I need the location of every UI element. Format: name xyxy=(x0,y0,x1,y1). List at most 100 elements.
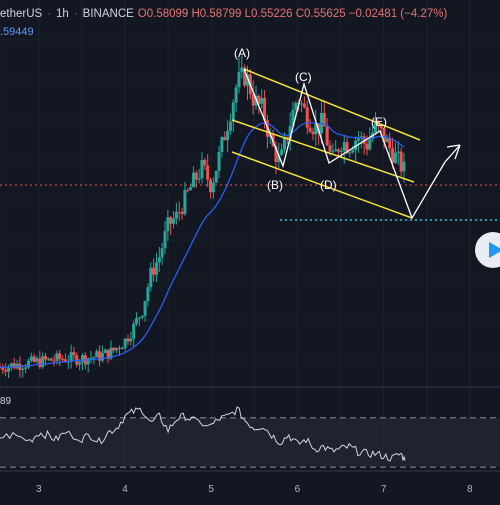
candle-down xyxy=(251,94,255,106)
candle-down xyxy=(126,338,130,342)
candle-up xyxy=(402,161,406,172)
candle-down xyxy=(180,212,184,215)
channel-lower-line xyxy=(231,151,413,219)
candle-down xyxy=(98,351,102,361)
candle-up xyxy=(140,315,144,318)
x-axis-label: 5 xyxy=(208,484,214,495)
wave-path xyxy=(243,68,446,220)
candle-up xyxy=(78,362,82,365)
candle-up xyxy=(246,74,249,86)
symbol-header[interactable]: etherUS · 1h · BINANCE O0.58099 H0.58799… xyxy=(0,6,447,22)
candle-up xyxy=(334,149,338,152)
x-axis-label: 7 xyxy=(381,484,387,495)
candle-down xyxy=(63,359,67,362)
candle-up xyxy=(291,109,295,127)
candle-up xyxy=(240,67,244,72)
candle-down xyxy=(32,356,36,362)
candle-down xyxy=(44,356,48,360)
candle-up xyxy=(21,368,25,370)
candle-up xyxy=(129,338,133,342)
x-axis-label: 8 xyxy=(467,484,473,495)
candle-up xyxy=(55,353,59,361)
candle-up xyxy=(342,142,346,152)
candle-down xyxy=(311,131,315,135)
candle-down xyxy=(61,359,65,361)
candle-down xyxy=(257,95,261,104)
play-icon xyxy=(489,242,500,258)
candle-down xyxy=(177,212,181,214)
candle-down xyxy=(308,127,312,132)
symbol-name[interactable]: etherUS xyxy=(0,8,43,20)
candle-down xyxy=(117,347,121,350)
candle-down xyxy=(169,217,173,224)
header-separator: · xyxy=(47,8,52,20)
candle-down xyxy=(52,360,56,362)
candle-up xyxy=(197,178,201,180)
ma-value-label: .59449 xyxy=(0,26,34,38)
candle-up xyxy=(211,182,215,193)
candle-up xyxy=(41,356,45,368)
candle-up xyxy=(7,366,11,372)
candle-up xyxy=(120,347,124,350)
candle-up xyxy=(135,318,139,324)
candle-up xyxy=(368,139,372,150)
candle-up xyxy=(331,151,335,153)
channel-upper-line xyxy=(243,68,421,141)
candle-down xyxy=(302,103,306,108)
projection-arrow-shaft xyxy=(444,144,461,163)
candle-down xyxy=(379,126,383,129)
candle-up xyxy=(294,103,298,110)
candle-up xyxy=(86,358,90,365)
candle-up xyxy=(214,170,218,183)
candle-up xyxy=(143,300,147,316)
candle-down xyxy=(243,67,247,86)
wave-label-a: (A) xyxy=(234,46,250,60)
candle-up xyxy=(354,140,358,151)
candle-up xyxy=(29,356,33,361)
exchange-label: BINANCE xyxy=(82,8,134,20)
candle-up xyxy=(237,71,241,88)
candle-down xyxy=(112,347,116,351)
candle-down xyxy=(305,107,309,128)
rsi-band xyxy=(0,418,500,467)
candle-up xyxy=(217,151,221,171)
candle-up xyxy=(154,262,158,275)
candle-up xyxy=(123,338,127,348)
candle-up xyxy=(109,347,113,359)
candle-down xyxy=(38,358,42,368)
wave-label-c: (C) xyxy=(295,70,312,84)
wave-label-d: (D) xyxy=(320,178,337,192)
replay-play-button[interactable] xyxy=(475,232,500,268)
candle-up xyxy=(385,138,389,143)
candle-down xyxy=(223,137,227,141)
candle-down xyxy=(206,165,210,180)
candle-up xyxy=(26,360,30,368)
candle-up xyxy=(95,351,99,358)
candle-up xyxy=(163,231,167,249)
candle-up xyxy=(89,357,93,359)
candle-up xyxy=(24,367,28,369)
candle-up xyxy=(288,126,292,140)
candle-down xyxy=(337,149,341,152)
candle-down xyxy=(186,189,190,191)
candle-up xyxy=(146,287,150,301)
candle-down xyxy=(49,358,53,361)
candle-up xyxy=(69,352,73,362)
candle-up xyxy=(228,121,232,131)
candle-up xyxy=(137,317,141,319)
header-separator: · xyxy=(73,8,78,20)
candle-up xyxy=(314,123,318,135)
candle-up xyxy=(81,355,84,363)
candle-up xyxy=(280,149,284,155)
ohlc-values: O0.58099 H0.58799 L0.55226 C0.55625 −0.0… xyxy=(137,8,448,20)
candle-up xyxy=(200,160,204,179)
candle-up xyxy=(172,218,176,224)
candle-down xyxy=(152,267,156,275)
interval-label[interactable]: 1h xyxy=(56,8,69,20)
candle-down xyxy=(391,148,395,163)
candle-up xyxy=(282,136,286,150)
candle-up xyxy=(189,187,193,191)
candle-up xyxy=(115,347,119,351)
